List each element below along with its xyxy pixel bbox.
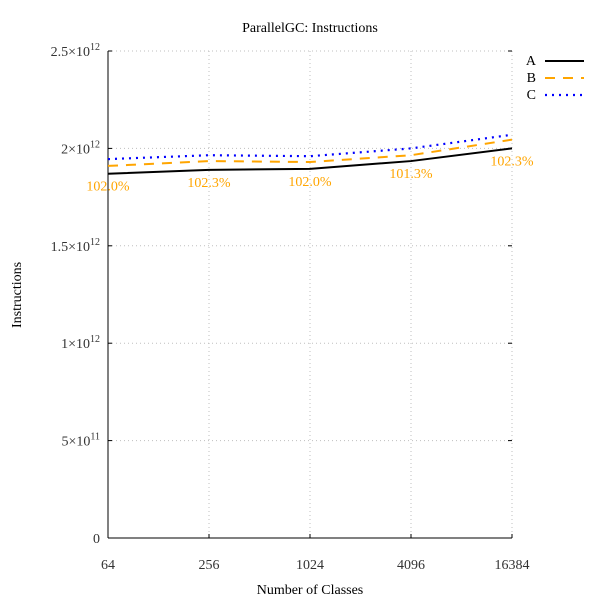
legend-label-c: C (527, 88, 536, 103)
y-tick-label: 5×1011 (61, 432, 100, 450)
percent-label: 102.3% (490, 154, 534, 169)
legend-label-a: A (526, 54, 537, 69)
x-tick-label: 4096 (397, 558, 425, 573)
y-tick-label: 2.5×1012 (51, 42, 100, 60)
y-tick-label: 1.5×1012 (51, 237, 100, 255)
data-labels: 102.0% 102.3% 102.0% 101.3% 102.3% (86, 154, 534, 194)
percent-label: 102.3% (187, 176, 231, 191)
percent-label: 102.0% (288, 175, 332, 190)
x-tick-label: 256 (199, 558, 220, 573)
grid (108, 50, 513, 538)
legend: ABC (526, 54, 584, 103)
series-lines (107, 133, 513, 175)
y-axis-label: Instructions (10, 262, 25, 328)
x-axis-label: Number of Classes (257, 583, 364, 598)
y-tick-label: 2×1012 (61, 139, 100, 157)
legend-label-b: B (527, 71, 536, 86)
series-line-c (107, 133, 513, 161)
y-tick-label: 1×1012 (61, 334, 100, 352)
x-tick-label: 16384 (495, 558, 530, 573)
x-tick-label: 1024 (296, 558, 324, 573)
y-tick-label: 0 (93, 532, 100, 547)
percent-label: 101.3% (389, 167, 433, 182)
series-line-b (107, 138, 513, 167)
axis-ticks: 0 5×1011 1×1012 1.5×1012 2×1012 2.5×1012 64 256… (51, 42, 530, 573)
series-line-a (107, 147, 513, 175)
x-tick-label: 64 (101, 558, 115, 573)
chart-title: ParallelGC: Instructions (242, 21, 378, 36)
percent-label: 102.0% (86, 180, 130, 195)
